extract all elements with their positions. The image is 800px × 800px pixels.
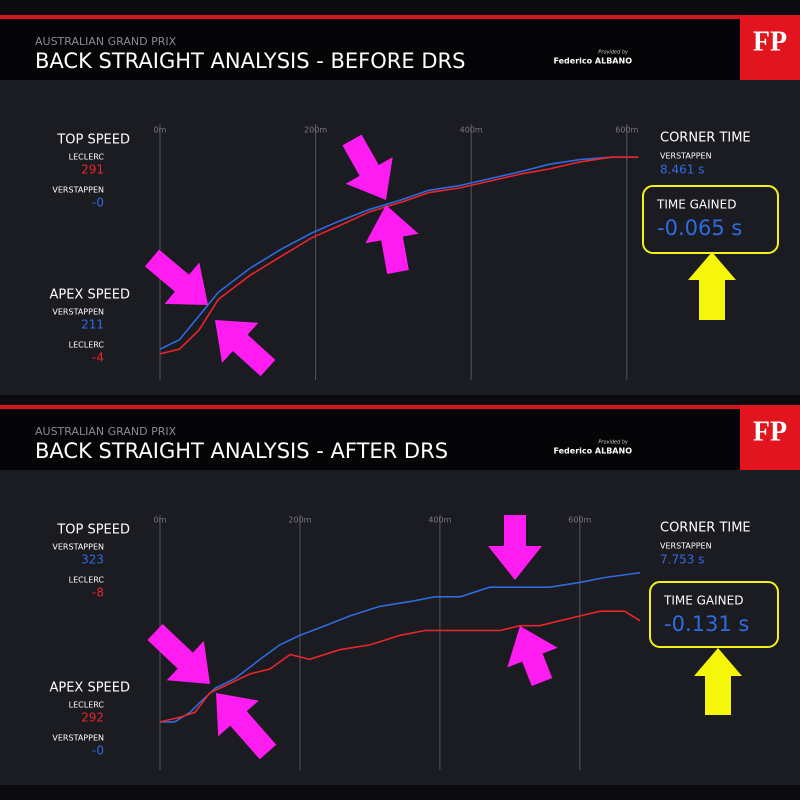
speed-value: -0 — [92, 196, 104, 210]
section-label: APEX SPEED — [49, 681, 130, 696]
speed-line — [159, 610, 641, 723]
highlight-box — [649, 581, 779, 648]
x-tick-label: 400m — [460, 126, 483, 135]
speed-value: 292 — [81, 711, 104, 725]
speed-line — [159, 156, 639, 350]
speed-value: 291 — [81, 163, 104, 177]
x-tick-label: 400m — [428, 516, 451, 525]
speed-value: -0 — [92, 744, 104, 758]
corner-time-label: CORNER TIME — [660, 521, 751, 536]
provided-by: Provided by — [598, 50, 629, 56]
title: BACK STRAIGHT ANALYSIS - BEFORE DRS — [35, 49, 465, 73]
subtitle: AUSTRALIAN GRAND PRIX — [35, 425, 177, 438]
speed-value: -8 — [92, 586, 104, 600]
driver-label: LECLERC — [69, 153, 105, 162]
driver-label: VERSTAPPEN — [52, 186, 104, 195]
provided-by: Provided by — [598, 440, 629, 446]
section-label: APEX SPEED — [49, 288, 130, 303]
annotation-arrow — [365, 205, 419, 274]
author: Federico ALBANO — [553, 57, 632, 66]
logo: FP — [753, 26, 787, 57]
driver-label: LECLERC — [69, 341, 105, 350]
highlight-box — [642, 185, 779, 254]
header — [0, 410, 740, 470]
annotation-arrow — [488, 515, 542, 580]
corner-time-value: 7.753 s — [660, 553, 704, 567]
header — [0, 20, 740, 80]
section-label: TOP SPEED — [56, 133, 130, 148]
title: BACK STRAIGHT ANALYSIS - AFTER DRS — [35, 439, 448, 463]
time-gained-label: TIME GAINED — [663, 594, 743, 608]
subtitle: AUSTRALIAN GRAND PRIX — [35, 35, 177, 48]
time-gained-label: TIME GAINED — [656, 198, 736, 212]
logo-box — [740, 405, 800, 470]
speed-value: 323 — [81, 553, 104, 567]
panel-background — [0, 470, 800, 785]
x-tick-label: 600m — [568, 516, 591, 525]
speed-value: 211 — [81, 318, 104, 332]
driver-label: VERSTAPPEN — [52, 308, 104, 317]
corner-time-driver: VERSTAPPEN — [660, 152, 712, 161]
annotation-arrow — [694, 648, 742, 715]
x-tick-label: 600m — [615, 126, 638, 135]
header-stripe — [0, 405, 740, 409]
x-tick-label: 0m — [154, 516, 167, 525]
time-gained-value: -0.131 s — [664, 612, 749, 636]
annotation-arrow — [215, 320, 276, 377]
x-tick-label: 0m — [154, 126, 167, 135]
speed-line — [160, 571, 641, 723]
author: Federico ALBANO — [553, 447, 632, 456]
annotation-arrow — [147, 624, 210, 684]
speed-value: -4 — [92, 351, 104, 365]
annotation-arrow — [144, 249, 208, 305]
driver-label: VERSTAPPEN — [52, 734, 104, 743]
time-gained-value: -0.065 s — [657, 216, 742, 240]
section-label: TOP SPEED — [56, 523, 130, 538]
driver-label: LECLERC — [69, 701, 105, 710]
x-tick-label: 200m — [288, 516, 311, 525]
annotation-arrow — [342, 134, 393, 200]
driver-label: LECLERC — [69, 576, 105, 585]
driver-label: VERSTAPPEN — [52, 543, 104, 552]
corner-time-value: 8.461 s — [660, 163, 704, 177]
logo: FP — [753, 416, 787, 447]
corner-time-label: CORNER TIME — [660, 131, 751, 146]
annotation-arrow — [216, 693, 277, 760]
annotation-arrow — [688, 252, 736, 320]
annotation-arrow — [507, 626, 558, 687]
corner-time-driver: VERSTAPPEN — [660, 542, 712, 551]
logo-box — [740, 15, 800, 80]
x-tick-label: 200m — [304, 126, 327, 135]
header-stripe — [0, 15, 740, 19]
